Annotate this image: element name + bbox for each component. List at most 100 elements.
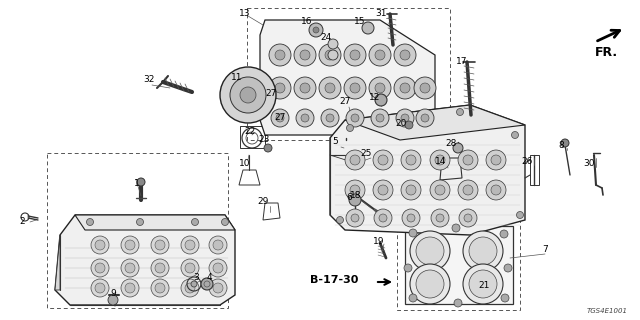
Circle shape: [209, 279, 227, 297]
Circle shape: [294, 77, 316, 99]
Circle shape: [375, 83, 385, 93]
Circle shape: [213, 263, 223, 273]
Circle shape: [486, 150, 506, 170]
Circle shape: [319, 77, 341, 99]
Circle shape: [313, 27, 319, 33]
Text: 15: 15: [355, 17, 365, 26]
Text: 6: 6: [346, 194, 352, 203]
Circle shape: [213, 240, 223, 250]
Text: 24: 24: [321, 34, 332, 43]
Circle shape: [345, 150, 365, 170]
Circle shape: [91, 279, 109, 297]
Circle shape: [325, 83, 335, 93]
Circle shape: [416, 270, 444, 298]
Circle shape: [209, 259, 227, 277]
Circle shape: [430, 150, 450, 170]
Text: 16: 16: [301, 17, 313, 26]
Circle shape: [435, 185, 445, 195]
Text: 13: 13: [239, 10, 251, 19]
Circle shape: [516, 212, 524, 219]
Circle shape: [349, 194, 361, 206]
Circle shape: [346, 209, 364, 227]
Circle shape: [375, 94, 387, 106]
Circle shape: [409, 294, 417, 302]
Circle shape: [416, 109, 434, 127]
Text: 4: 4: [206, 274, 212, 283]
Circle shape: [300, 83, 310, 93]
Circle shape: [136, 219, 143, 226]
Circle shape: [346, 109, 364, 127]
Circle shape: [350, 185, 360, 195]
Circle shape: [350, 50, 360, 60]
Circle shape: [400, 83, 410, 93]
Circle shape: [337, 217, 344, 223]
Circle shape: [405, 121, 413, 129]
Circle shape: [91, 259, 109, 277]
Bar: [341, 140, 351, 155]
Circle shape: [125, 263, 135, 273]
Circle shape: [407, 214, 415, 222]
Circle shape: [463, 155, 473, 165]
Circle shape: [379, 214, 387, 222]
Circle shape: [269, 77, 291, 99]
Circle shape: [185, 283, 195, 293]
Circle shape: [401, 114, 409, 122]
Circle shape: [191, 281, 197, 287]
Circle shape: [221, 219, 228, 226]
Circle shape: [108, 295, 118, 305]
Circle shape: [325, 50, 335, 60]
Circle shape: [321, 109, 339, 127]
Circle shape: [328, 50, 338, 60]
Circle shape: [151, 259, 169, 277]
Circle shape: [155, 263, 165, 273]
Text: 21: 21: [478, 281, 490, 290]
Circle shape: [155, 240, 165, 250]
Circle shape: [271, 109, 289, 127]
Text: 28: 28: [445, 139, 457, 148]
Circle shape: [491, 185, 501, 195]
Text: 23: 23: [259, 135, 269, 145]
Bar: [405, 226, 513, 304]
Text: 27: 27: [339, 98, 351, 107]
Circle shape: [351, 214, 359, 222]
Text: 10: 10: [239, 158, 251, 167]
Circle shape: [464, 214, 472, 222]
Circle shape: [371, 109, 389, 127]
Text: 31: 31: [375, 10, 387, 19]
Text: 29: 29: [257, 197, 269, 206]
Text: 27: 27: [266, 90, 276, 99]
Circle shape: [362, 22, 374, 34]
Circle shape: [301, 114, 309, 122]
Circle shape: [410, 264, 450, 304]
Circle shape: [294, 44, 316, 66]
Text: 25: 25: [360, 148, 372, 157]
Circle shape: [125, 283, 135, 293]
Circle shape: [369, 44, 391, 66]
Circle shape: [453, 143, 463, 153]
Circle shape: [95, 240, 105, 250]
Circle shape: [394, 44, 416, 66]
Circle shape: [463, 231, 503, 271]
Text: 12: 12: [369, 93, 381, 102]
Circle shape: [296, 109, 314, 127]
Circle shape: [469, 270, 497, 298]
Circle shape: [185, 263, 195, 273]
Text: 26: 26: [522, 156, 532, 165]
Circle shape: [213, 283, 223, 293]
Circle shape: [275, 83, 285, 93]
Circle shape: [420, 83, 430, 93]
Text: 2: 2: [19, 218, 25, 227]
Bar: [397, 219, 520, 310]
Circle shape: [486, 180, 506, 200]
Polygon shape: [345, 105, 525, 140]
Text: 3: 3: [193, 274, 199, 283]
Circle shape: [431, 209, 449, 227]
Bar: [404, 122, 414, 136]
Bar: [240, 126, 265, 148]
Circle shape: [511, 132, 518, 139]
Circle shape: [400, 50, 410, 60]
Circle shape: [275, 50, 285, 60]
Circle shape: [326, 114, 334, 122]
Circle shape: [345, 180, 365, 200]
Circle shape: [209, 236, 227, 254]
